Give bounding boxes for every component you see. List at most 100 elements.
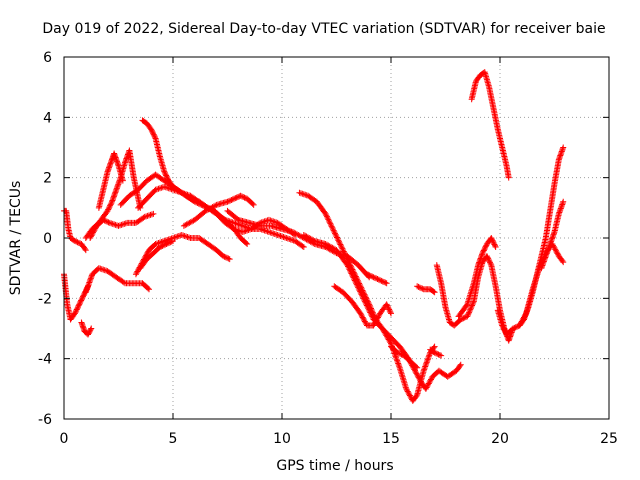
data-point (83, 286, 90, 293)
data-point (86, 278, 93, 285)
data-point (456, 362, 463, 369)
data-point (144, 249, 151, 256)
data-point (331, 228, 338, 235)
series-track-26 (516, 144, 567, 329)
data-point (170, 238, 176, 245)
data-point (180, 232, 187, 239)
data-point (491, 241, 498, 248)
data-point (232, 220, 239, 227)
data-point (395, 360, 402, 367)
data-point (436, 352, 443, 359)
data-point (489, 237, 496, 244)
data-point (345, 264, 352, 271)
data-point (163, 173, 170, 180)
data-point (233, 226, 240, 233)
data-point (148, 211, 155, 218)
data-point (348, 270, 355, 277)
series-track-3 (78, 319, 95, 338)
data-point (374, 315, 381, 322)
data-point (102, 218, 109, 225)
data-point (333, 233, 340, 240)
data-point (122, 220, 129, 227)
data-point (105, 205, 112, 212)
data-point (464, 312, 471, 319)
data-point (511, 324, 518, 331)
data-point (344, 262, 351, 269)
data-point (149, 128, 156, 135)
data-point (385, 305, 392, 312)
data-point (426, 379, 433, 386)
data-point (438, 352, 445, 359)
data-point (431, 343, 438, 350)
data-point (171, 234, 178, 241)
data-point (112, 221, 119, 228)
series-track-11 (132, 231, 233, 278)
data-point (106, 203, 113, 210)
data-point (460, 315, 467, 322)
data-point (244, 227, 251, 234)
data-point (212, 202, 219, 209)
data-point (370, 274, 377, 281)
data-point (560, 198, 567, 205)
data-point (290, 237, 297, 244)
data-point (397, 350, 404, 357)
data-point (467, 305, 474, 312)
data-point (83, 287, 90, 294)
data-point (424, 383, 431, 390)
data-point (174, 233, 181, 240)
data-point (247, 226, 254, 233)
data-point (554, 250, 561, 257)
data-point (412, 369, 419, 376)
series-track-4 (82, 265, 153, 296)
y-tick-label: 2 (43, 171, 52, 187)
data-point (365, 306, 372, 313)
data-point (119, 177, 126, 184)
data-point (469, 301, 476, 308)
data-point (225, 255, 232, 262)
series-track-6 (95, 150, 126, 211)
data-point (241, 194, 248, 201)
data-point (97, 265, 104, 272)
data-point (323, 213, 330, 220)
data-point (360, 295, 367, 302)
data-point (300, 191, 307, 198)
data-point (148, 127, 155, 134)
data-point (87, 235, 94, 241)
data-point (98, 266, 105, 273)
data-point (220, 253, 227, 260)
data-point (394, 357, 401, 364)
data-point (302, 191, 309, 198)
data-point (243, 240, 250, 247)
data-point (505, 174, 512, 181)
data-point (165, 185, 172, 192)
data-point (488, 235, 495, 241)
data-point (84, 285, 91, 292)
data-point (365, 271, 372, 278)
data-point (384, 303, 391, 310)
data-point (186, 194, 193, 201)
data-point (146, 212, 153, 219)
data-point (367, 309, 374, 316)
y-tick-label: 0 (43, 231, 52, 247)
data-point (133, 269, 140, 276)
data-point (88, 232, 95, 239)
data-point (362, 319, 369, 326)
data-point (239, 228, 246, 235)
series-track-24 (468, 69, 512, 181)
data-point (355, 285, 362, 292)
data-point (426, 351, 433, 358)
data-point (175, 232, 182, 239)
data-point (74, 239, 81, 246)
data-point (152, 186, 159, 193)
data-point (296, 189, 303, 196)
data-point (166, 239, 173, 246)
data-point (384, 302, 391, 309)
data-point (105, 206, 112, 213)
data-point (226, 218, 233, 225)
data-point (161, 168, 168, 175)
data-point (358, 311, 365, 318)
data-point (361, 318, 368, 325)
data-point (233, 194, 240, 201)
data-point (159, 242, 166, 249)
data-point (76, 300, 83, 307)
